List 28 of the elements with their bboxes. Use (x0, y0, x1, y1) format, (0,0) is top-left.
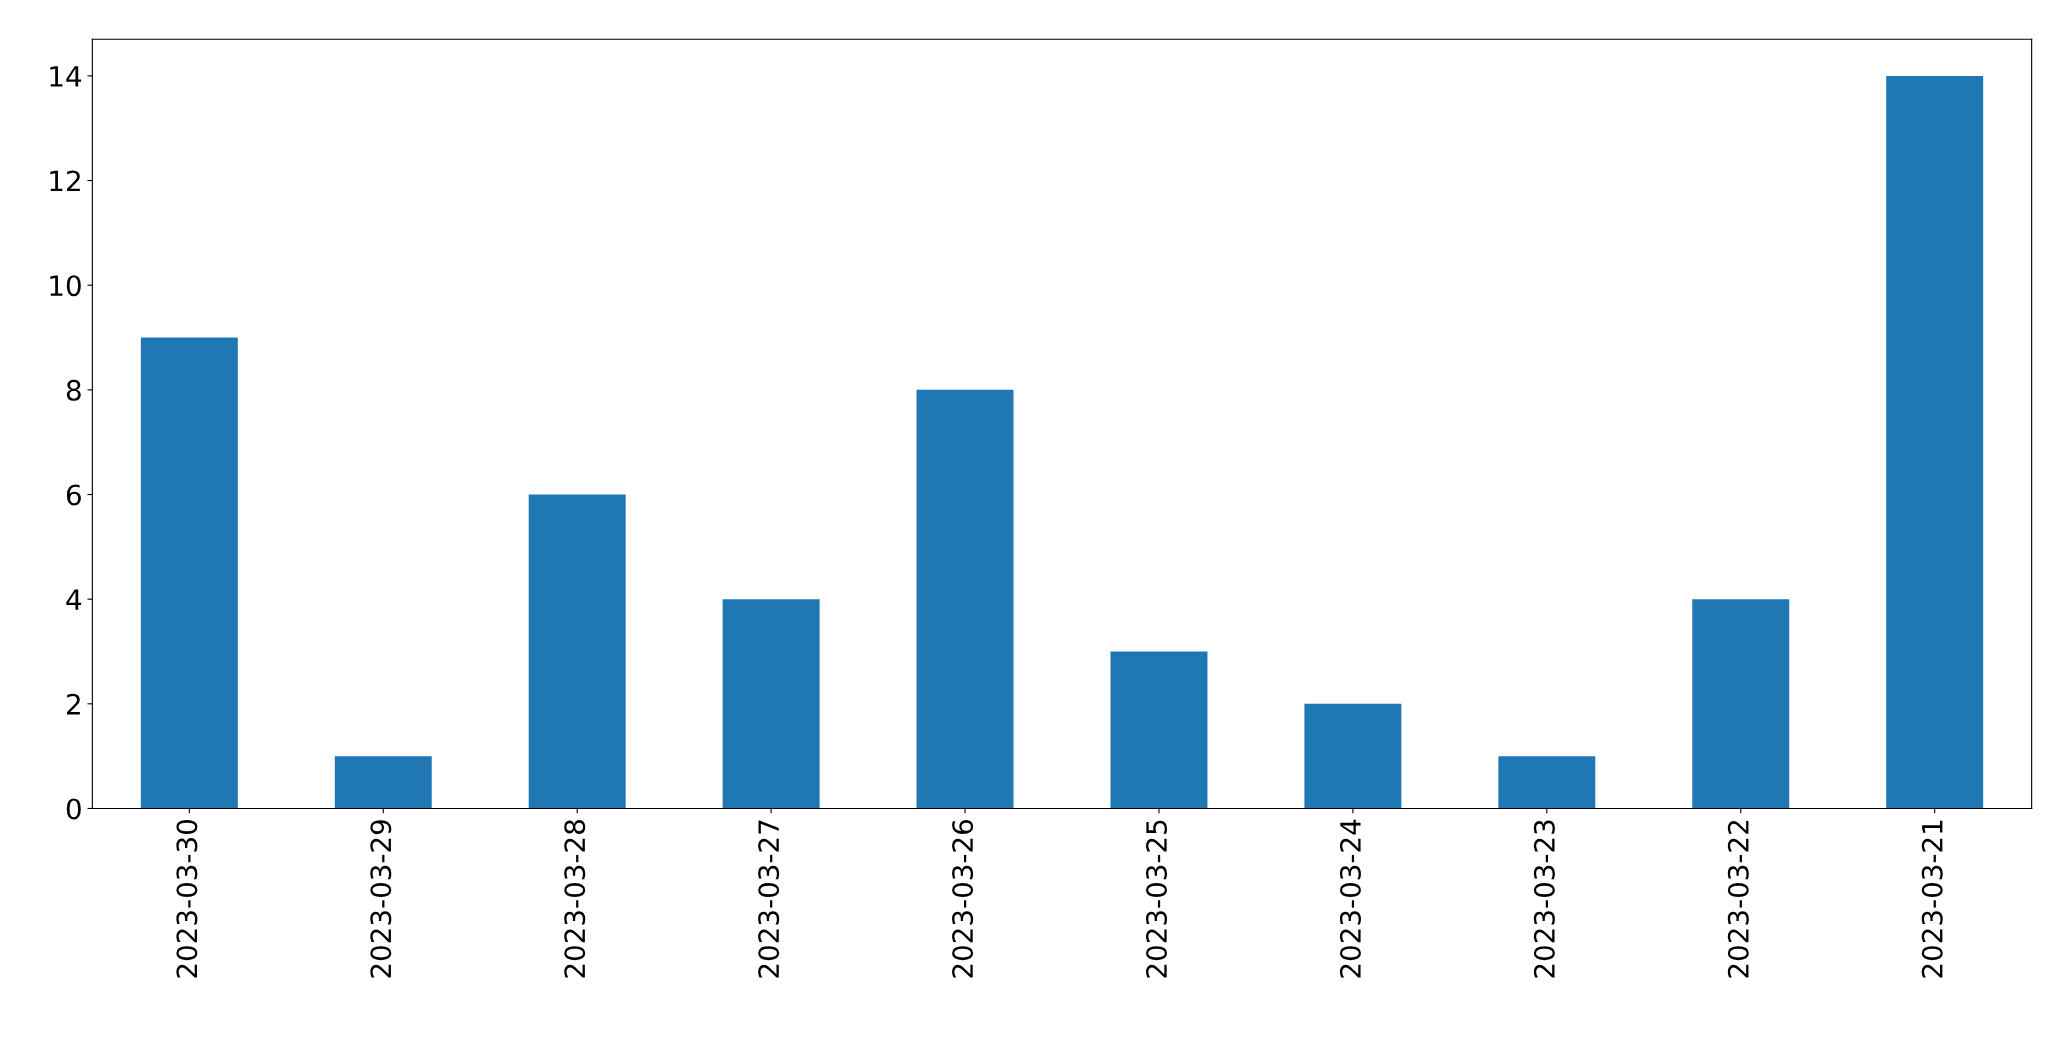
bar (722, 599, 820, 809)
x-tick-label: 2023-03-24 (1339, 819, 1361, 978)
y-tick-label: 14 (50, 66, 82, 87)
y-tick-label: 2 (67, 693, 80, 715)
x-tick-label: 2023-03-30 (176, 820, 198, 978)
x-tick-label: 2023-03-25 (1146, 820, 1168, 978)
x-tick-label: 2023-03-27 (758, 820, 780, 978)
bar (1304, 703, 1402, 809)
x-tick-label: 2023-03-28 (564, 820, 586, 978)
bar (1110, 651, 1208, 809)
y-tick-label: 10 (50, 275, 81, 297)
y-tick-label: 8 (66, 379, 81, 401)
bar (140, 337, 238, 809)
y-tick-label: 4 (66, 589, 82, 610)
x-tick-label: 2023-03-29 (370, 820, 392, 978)
bar (1886, 75, 1984, 809)
x-tick-label: 2023-03-23 (1533, 820, 1555, 978)
bar (1498, 756, 1596, 809)
bar (916, 389, 1014, 809)
x-tick-label: 2023-03-21 (1921, 820, 1943, 978)
y-tick-label: 12 (50, 170, 80, 192)
bar (528, 494, 626, 809)
x-tick-label: 2023-03-26 (952, 819, 974, 978)
x-tick-label: 2023-03-22 (1727, 820, 1749, 978)
y-tick-label: 6 (66, 484, 81, 506)
y-tick-label: 0 (66, 798, 81, 820)
bar (334, 756, 432, 809)
bar (1692, 599, 1790, 809)
